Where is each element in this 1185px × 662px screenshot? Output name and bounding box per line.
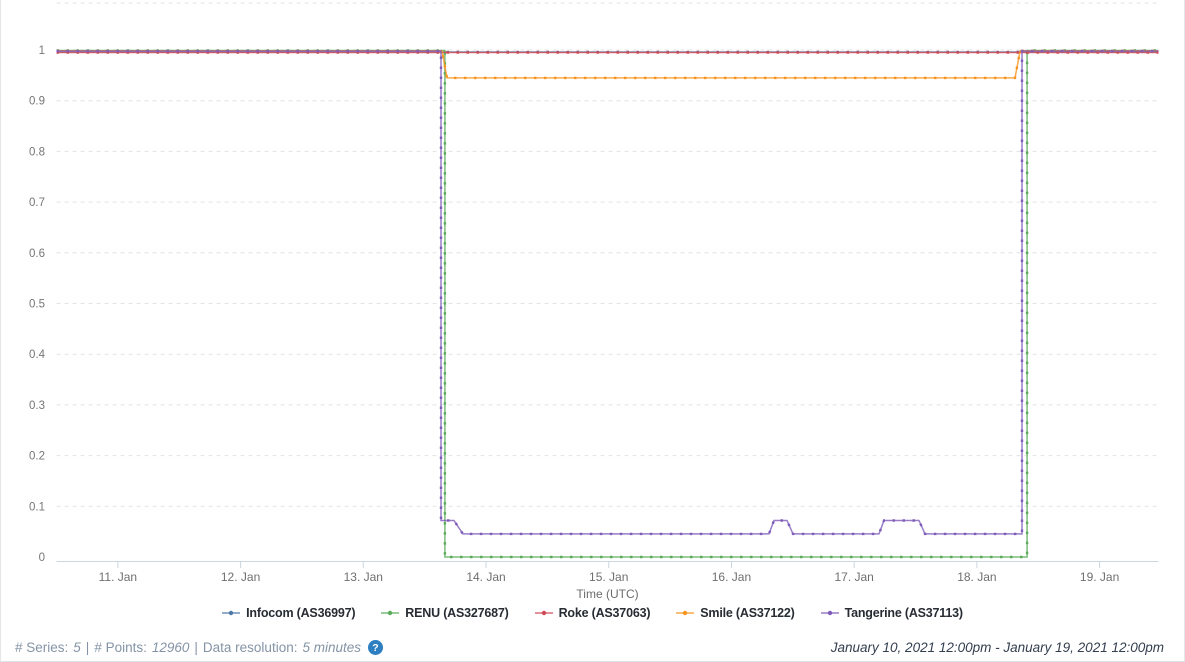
svg-text:0.7: 0.7 bbox=[29, 197, 45, 209]
svg-text:Time (UTC): Time (UTC) bbox=[576, 587, 638, 601]
legend-line-marker-icon bbox=[381, 610, 400, 616]
help-icon[interactable]: ? bbox=[368, 640, 383, 655]
svg-text:18. Jan: 18. Jan bbox=[957, 570, 996, 584]
svg-text:0.5: 0.5 bbox=[29, 299, 45, 311]
legend-line-marker-icon bbox=[222, 610, 241, 616]
svg-text:15. Jan: 15. Jan bbox=[589, 570, 628, 584]
legend-label: Smile (AS37122) bbox=[700, 606, 795, 620]
svg-text:14. Jan: 14. Jan bbox=[466, 570, 505, 584]
time-series-plot-area[interactable]: 1 0.9 0.8 0.7 0.6 0.5 0.4 0.3 0.2 0.1 0 11. Jan 12. … bbox=[1, 0, 1185, 602]
svg-text:0.9: 0.9 bbox=[29, 96, 45, 108]
legend-item-roke[interactable]: Roke (AS37063) bbox=[534, 606, 651, 620]
chart-footer: # Series: 5 | # Points: 12960 | Data res… bbox=[1, 640, 1184, 655]
legend-item-renu[interactable]: RENU (AS327687) bbox=[381, 606, 509, 620]
svg-text:0.1: 0.1 bbox=[29, 501, 45, 513]
svg-text:19. Jan: 19. Jan bbox=[1080, 570, 1119, 584]
legend-line-marker-icon bbox=[820, 610, 839, 616]
svg-text:16. Jan: 16. Jan bbox=[712, 570, 751, 584]
svg-text:0.8: 0.8 bbox=[29, 146, 45, 158]
legend-label: RENU (AS327687) bbox=[405, 606, 509, 620]
svg-text:13. Jan: 13. Jan bbox=[344, 570, 383, 584]
legend-label: Roke (AS37063) bbox=[558, 606, 651, 620]
svg-text:17. Jan: 17. Jan bbox=[834, 570, 873, 584]
separator: | bbox=[194, 640, 198, 655]
series-count-value: 5 bbox=[73, 640, 81, 655]
svg-text:12. Jan: 12. Jan bbox=[221, 570, 260, 584]
svg-text:0.4: 0.4 bbox=[29, 349, 46, 361]
legend-item-tangerine[interactable]: Tangerine (AS37113) bbox=[820, 606, 963, 620]
svg-text:0.2: 0.2 bbox=[29, 451, 45, 463]
legend-item-smile[interactable]: Smile (AS37122) bbox=[676, 606, 795, 620]
svg-text:0: 0 bbox=[39, 552, 45, 564]
legend-label: Infocom (AS36997) bbox=[246, 606, 356, 620]
date-range-label: January 10, 2021 12:00pm - January 19, 2… bbox=[830, 640, 1164, 655]
svg-text:11. Jan: 11. Jan bbox=[99, 570, 137, 584]
svg-text:0.3: 0.3 bbox=[29, 400, 45, 412]
resolution-label: Data resolution: bbox=[202, 640, 298, 655]
legend-line-marker-icon bbox=[534, 610, 553, 616]
svg-text:0.6: 0.6 bbox=[29, 248, 45, 260]
points-count-value: 12960 bbox=[151, 640, 190, 655]
legend-item-infocom[interactable]: Infocom (AS36997) bbox=[222, 606, 355, 620]
svg-text:1: 1 bbox=[39, 45, 45, 57]
legend-line-marker-icon bbox=[676, 610, 695, 616]
legend-label: Tangerine (AS37113) bbox=[844, 606, 963, 620]
series-count-label: # Series: bbox=[15, 640, 69, 655]
chart-stats: # Series: 5 | # Points: 12960 | Data res… bbox=[15, 640, 383, 655]
points-count-label: # Points: bbox=[94, 640, 147, 655]
chart-legend: Infocom (AS36997) RENU (AS327687) Roke (… bbox=[1, 606, 1184, 620]
separator: | bbox=[85, 640, 90, 655]
resolution-value: 5 minutes bbox=[302, 640, 361, 655]
